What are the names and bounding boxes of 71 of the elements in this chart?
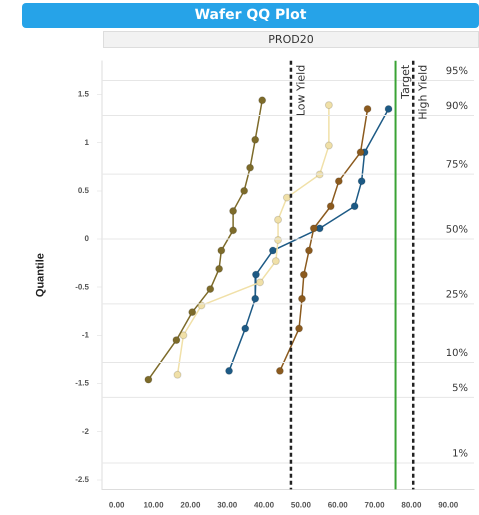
point: [298, 294, 306, 303]
point: [206, 285, 214, 294]
point: [240, 186, 248, 195]
x-tick-label: 40.00: [254, 500, 275, 510]
annotation: 25%: [446, 289, 468, 300]
point: [326, 202, 335, 210]
annotation: 1%: [452, 448, 468, 460]
y-tick-label: 1.5: [78, 90, 90, 99]
x-tick-label: 50.00: [290, 500, 312, 510]
point: [282, 194, 291, 202]
y-tick-label: -1: [82, 330, 90, 340]
point: [225, 366, 234, 375]
point: [188, 308, 196, 316]
point: [324, 101, 333, 110]
point: [179, 331, 188, 340]
point: [295, 324, 304, 333]
point: [217, 246, 226, 255]
x-tick-label: 0.00: [108, 500, 126, 510]
annotation: 95%: [446, 66, 468, 78]
y-tick-label: 0: [84, 234, 90, 244]
y-tick-label: -0.5: [75, 282, 90, 292]
y-tick-label: 0.5: [78, 186, 90, 196]
y-axis-title: Quantile: [34, 253, 47, 298]
point: [144, 376, 152, 384]
point: [251, 294, 260, 303]
chart-title: Wafer QQ Plot: [22, 3, 479, 28]
chart-subtitle: PROD20: [103, 31, 479, 48]
ref-line-label: Low Yield: [294, 64, 308, 116]
point: [252, 270, 260, 279]
point: [274, 216, 282, 224]
point: [241, 324, 250, 333]
ref-line-label: Target: [398, 64, 412, 100]
point: [356, 148, 365, 156]
point: [256, 278, 264, 286]
point: [246, 164, 254, 172]
annotation: 5%: [452, 383, 468, 394]
y-tick-label: 1: [84, 138, 90, 147]
point: [300, 270, 308, 279]
y-tick-label: -1.5: [75, 378, 90, 388]
point: [229, 226, 238, 234]
y-tick-label: -2.5: [75, 474, 90, 484]
point: [272, 257, 280, 266]
x-tick-label: 30.00: [217, 500, 238, 510]
annotation: 50%: [446, 224, 468, 236]
annotation: 90%: [446, 101, 468, 112]
point: [358, 177, 366, 186]
point: [229, 207, 238, 216]
annotation: 75%: [446, 160, 468, 171]
x-tick-label: 20.00: [180, 500, 201, 510]
point: [364, 104, 372, 113]
x-tick-label: 80.00: [401, 500, 422, 510]
point: [172, 336, 180, 344]
point: [268, 246, 277, 255]
x-tick-label: 90.00: [438, 500, 459, 510]
point: [258, 96, 266, 104]
point: [215, 264, 224, 273]
x-tick-label: 10.00: [144, 500, 164, 510]
point: [384, 104, 393, 113]
point: [324, 142, 333, 150]
point: [276, 366, 284, 375]
point: [173, 370, 182, 379]
point: [251, 136, 260, 144]
annotation: 10%: [446, 348, 468, 360]
point: [304, 246, 313, 255]
ref-line-label: High Yield: [416, 64, 430, 120]
point: [350, 202, 359, 210]
y-tick-label: -2: [82, 426, 90, 436]
point: [310, 224, 318, 232]
x-tick-label: 70.00: [364, 500, 386, 510]
point: [334, 177, 343, 186]
x-tick-label: 60.00: [328, 500, 348, 510]
